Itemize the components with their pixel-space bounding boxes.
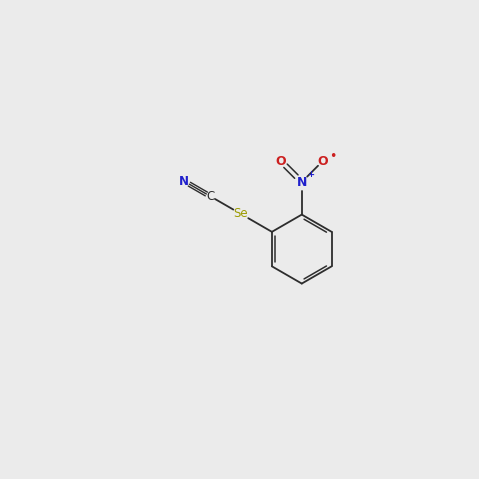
Text: +: +	[307, 171, 314, 179]
Text: N: N	[297, 175, 307, 189]
Text: •: •	[330, 150, 337, 163]
Text: N: N	[179, 174, 189, 188]
Text: O: O	[318, 155, 328, 168]
Text: C: C	[207, 190, 215, 203]
Text: Se: Se	[233, 207, 248, 220]
Text: O: O	[275, 155, 286, 168]
